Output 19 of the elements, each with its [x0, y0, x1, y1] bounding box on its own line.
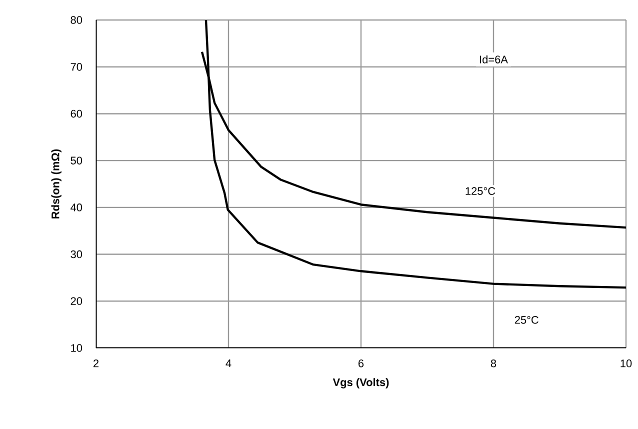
y-tick-label: 20 [70, 297, 82, 306]
x-tick-label: 4 [226, 360, 232, 368]
annotation: Id=6A [480, 55, 508, 64]
x-tick-label: 10 [620, 360, 632, 368]
annotation: 25°C [514, 316, 538, 324]
x-axis-title: Vgs (Volts) [332, 378, 389, 388]
y-tick-label: 60 [70, 110, 82, 118]
y-tick-label: 10 [71, 344, 82, 352]
y-tick-label: 40 [70, 204, 82, 212]
y-tick-label: 80 [70, 16, 82, 24]
x-tick-label: 2 [94, 360, 98, 368]
y-tick-label: 50 [70, 156, 82, 164]
y-tick-label: 30 [70, 250, 82, 258]
y-axis-title: Rds(on) (mΩ) [51, 149, 62, 218]
x-tick-label: 8 [490, 360, 496, 368]
annotation: 125°C [466, 187, 496, 195]
y-tick-label: 70 [70, 62, 82, 71]
line-series [204, 20, 626, 289]
x-tick-label: 6 [358, 360, 364, 368]
